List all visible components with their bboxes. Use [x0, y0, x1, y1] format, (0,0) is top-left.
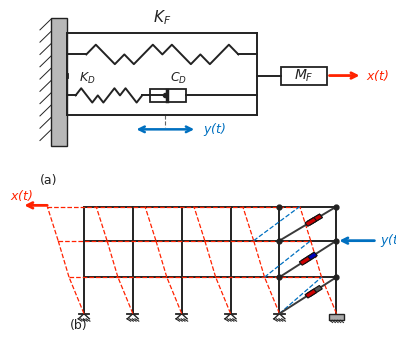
Polygon shape: [307, 214, 322, 225]
Bar: [150, 89, 186, 102]
Text: $x$(t): $x$(t): [10, 188, 33, 203]
Text: $K_F$: $K_F$: [153, 8, 171, 27]
Polygon shape: [307, 214, 322, 225]
Text: $C_D$: $C_D$: [169, 70, 187, 86]
Text: (a): (a): [40, 174, 57, 187]
Bar: [329, 314, 344, 320]
Polygon shape: [299, 256, 311, 265]
Text: $K_D$: $K_D$: [79, 70, 95, 86]
Polygon shape: [51, 18, 67, 146]
Polygon shape: [308, 252, 317, 260]
Text: $y$(t): $y$(t): [380, 232, 396, 249]
Bar: [281, 67, 327, 85]
Polygon shape: [305, 217, 317, 226]
Text: $M_F$: $M_F$: [294, 67, 314, 84]
Polygon shape: [305, 289, 317, 298]
Text: $y$(t): $y$(t): [203, 121, 226, 138]
Text: (b): (b): [70, 319, 88, 333]
Polygon shape: [302, 253, 316, 264]
Polygon shape: [307, 285, 322, 297]
Text: $x$(t): $x$(t): [366, 68, 389, 83]
